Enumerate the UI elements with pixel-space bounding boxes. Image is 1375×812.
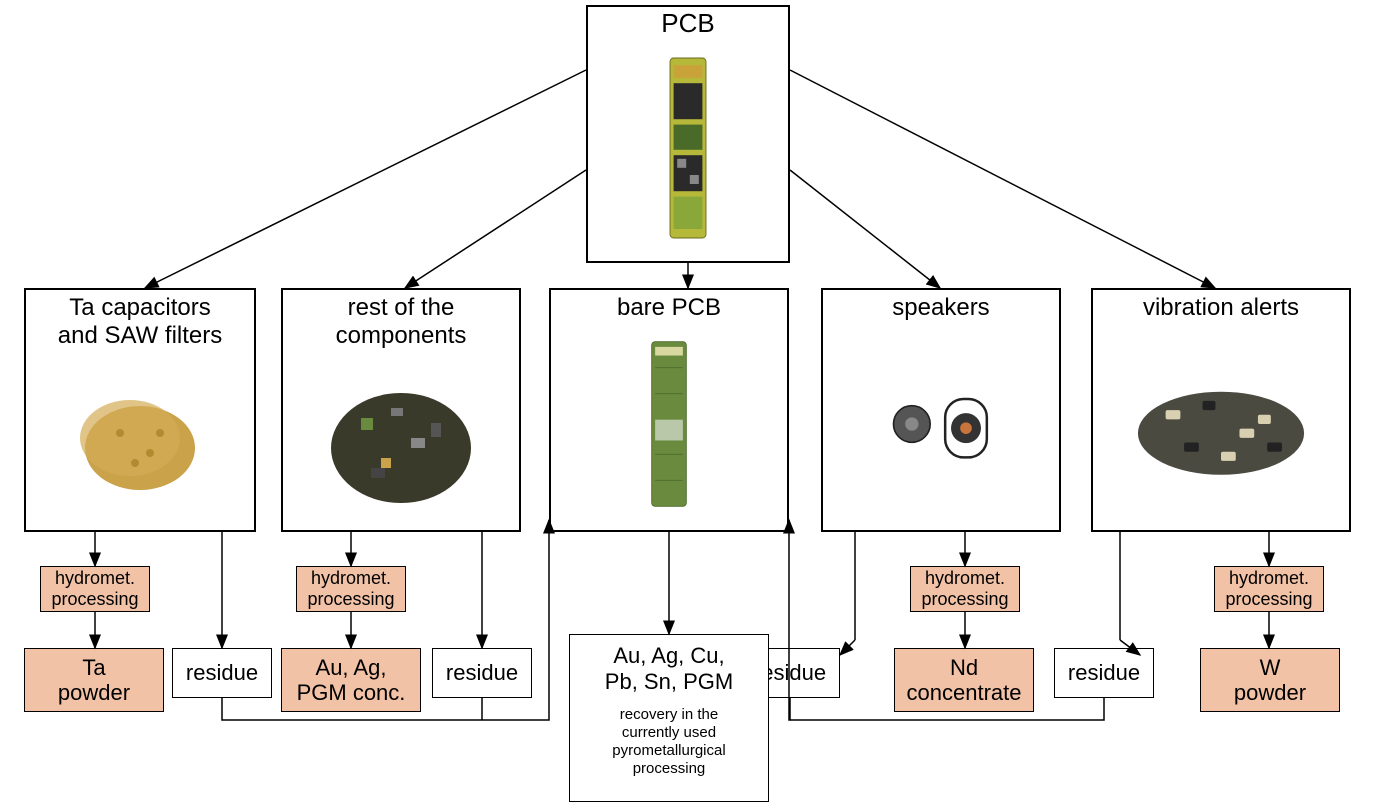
component-barepcb-box: bare PCB [549,288,789,532]
component-barepcb-label: bare PCB [551,290,787,322]
output-rest-box: Au, Ag, PGM conc. [281,648,421,712]
pcb-populated-icon [661,48,715,248]
output-vibr-box: W powder [1200,648,1340,712]
root-pcb-box: PCB [586,5,790,263]
vibration-alerts-icon [1126,364,1316,484]
process-vibr-box: hydromet. processing [1214,566,1324,612]
output-ta-box: Ta powder [24,648,164,712]
root-pcb-image [608,45,768,251]
arrow-root-speakers [790,170,940,288]
component-rest-image [307,355,496,520]
component-ta-box: Ta capacitors and SAW filters [24,288,256,532]
component-rest-box: rest of the components [281,288,521,532]
component-vibr-box: vibration alerts [1091,288,1351,532]
component-vibr-image [1119,328,1324,520]
arrow-root-vibr [790,70,1215,288]
process-rest-box: hydromet. processing [296,566,406,612]
component-speakers-image [847,328,1036,520]
ta-capacitors-icon [70,378,210,498]
root-pcb-label: PCB [588,7,788,39]
component-speakers-label: speakers [823,290,1059,322]
residue-vibr-box: residue [1054,648,1154,698]
process-ta-box: hydromet. processing [40,566,150,612]
speakers-icon [871,374,1011,474]
center-output-label: Au, Ag, Cu, Pb, Sn, PGM [605,643,733,696]
output-speakers-box: Nd concentrate [894,648,1034,712]
component-vibr-label: vibration alerts [1093,290,1349,322]
component-barepcb-image [575,328,764,520]
residue-ta-box: residue [172,648,272,698]
arrow-spk-res-b [840,640,855,655]
residue-rest-box: residue [432,648,532,698]
component-ta-image [49,355,231,520]
component-speakers-box: speakers [821,288,1061,532]
process-speakers-box: hydromet. processing [910,566,1020,612]
arrow-root-ta [145,70,586,288]
component-ta-label: Ta capacitors and SAW filters [26,290,254,349]
center-output-subnote: recovery in the currently used pyrometal… [612,706,725,778]
component-rest-label: rest of the components [283,290,519,349]
center-output-box: Au, Ag, Cu, Pb, Sn, PGM recovery in the … [569,634,769,802]
bare-pcb-icon [643,329,695,519]
mixed-components-icon [321,368,481,508]
arrow-root-rest [405,170,586,288]
